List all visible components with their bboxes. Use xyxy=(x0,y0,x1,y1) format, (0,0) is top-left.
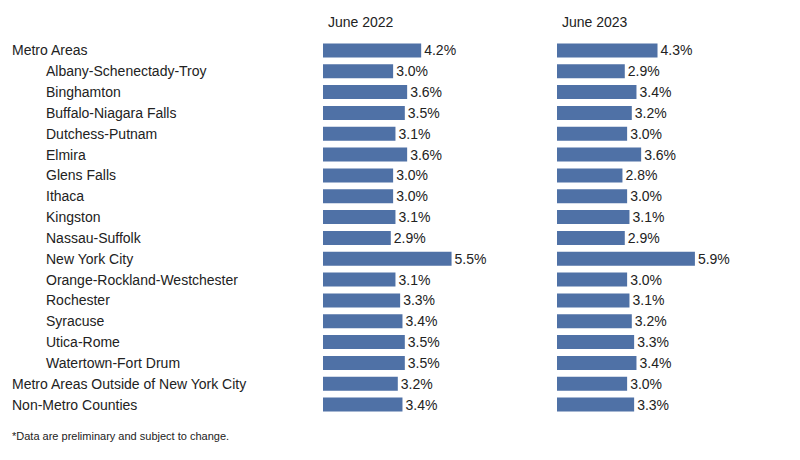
svg-text:2.9%: 2.9% xyxy=(628,230,660,246)
svg-text:3.5%: 3.5% xyxy=(408,105,440,121)
svg-text:3.1%: 3.1% xyxy=(398,209,430,225)
svg-text:3.6%: 3.6% xyxy=(410,147,442,163)
svg-text:3.4%: 3.4% xyxy=(405,313,437,329)
svg-text:June 2023: June 2023 xyxy=(562,14,628,30)
svg-text:2.8%: 2.8% xyxy=(625,167,657,183)
svg-text:Utica-Rome: Utica-Rome xyxy=(46,334,120,350)
svg-text:3.2%: 3.2% xyxy=(635,313,667,329)
svg-text:Rochester: Rochester xyxy=(46,292,110,308)
svg-text:3.3%: 3.3% xyxy=(637,397,669,413)
svg-text:2.9%: 2.9% xyxy=(394,230,426,246)
svg-text:Buffalo-Niagara Falls: Buffalo-Niagara Falls xyxy=(46,105,176,121)
svg-text:Non-Metro Counties: Non-Metro Counties xyxy=(12,397,137,413)
svg-text:3.4%: 3.4% xyxy=(405,397,437,413)
svg-text:3.3%: 3.3% xyxy=(403,292,435,308)
svg-text:2.9%: 2.9% xyxy=(628,63,660,79)
svg-text:Elmira: Elmira xyxy=(46,147,86,163)
svg-text:3.3%: 3.3% xyxy=(637,334,669,350)
svg-text:Metro Areas: Metro Areas xyxy=(12,42,87,58)
svg-text:3.2%: 3.2% xyxy=(401,376,433,392)
svg-text:3.4%: 3.4% xyxy=(639,84,671,100)
svg-text:3.0%: 3.0% xyxy=(630,126,662,142)
svg-text:3.0%: 3.0% xyxy=(630,188,662,204)
svg-text:5.5%: 5.5% xyxy=(455,251,487,267)
svg-text:Syracuse: Syracuse xyxy=(46,313,105,329)
svg-text:3.6%: 3.6% xyxy=(410,84,442,100)
svg-text:Metro Areas Outside of New Yor: Metro Areas Outside of New York City xyxy=(12,376,246,392)
svg-text:4.2%: 4.2% xyxy=(424,42,456,58)
svg-text:3.6%: 3.6% xyxy=(644,147,676,163)
svg-text:June 2022: June 2022 xyxy=(328,14,394,30)
svg-text:3.1%: 3.1% xyxy=(632,292,664,308)
svg-text:3.0%: 3.0% xyxy=(396,63,428,79)
svg-text:3.1%: 3.1% xyxy=(398,126,430,142)
svg-text:3.0%: 3.0% xyxy=(630,376,662,392)
svg-text:Binghamton: Binghamton xyxy=(46,84,121,100)
svg-text:3.2%: 3.2% xyxy=(635,105,667,121)
svg-text:Watertown-Fort Drum: Watertown-Fort Drum xyxy=(46,355,180,371)
svg-text:5.9%: 5.9% xyxy=(698,251,730,267)
svg-text:Glens Falls: Glens Falls xyxy=(46,167,116,183)
svg-text:3.5%: 3.5% xyxy=(408,334,440,350)
svg-text:3.1%: 3.1% xyxy=(632,209,664,225)
svg-text:3.0%: 3.0% xyxy=(396,188,428,204)
svg-text:Ithaca: Ithaca xyxy=(46,188,84,204)
svg-text:3.0%: 3.0% xyxy=(630,272,662,288)
svg-text:4.3%: 4.3% xyxy=(661,42,693,58)
svg-text:Kingston: Kingston xyxy=(46,209,100,225)
svg-text:New York City: New York City xyxy=(46,251,133,267)
svg-text:3.5%: 3.5% xyxy=(408,355,440,371)
svg-text:3.4%: 3.4% xyxy=(639,355,671,371)
svg-text:Albany-Schenectady-Troy: Albany-Schenectady-Troy xyxy=(46,63,207,79)
svg-text:Nassau-Suffolk: Nassau-Suffolk xyxy=(46,230,142,246)
svg-text:*Data are preliminary and subj: *Data are preliminary and subject to cha… xyxy=(12,430,229,442)
svg-text:Orange-Rockland-Westchester: Orange-Rockland-Westchester xyxy=(46,272,238,288)
svg-text:Dutchess-Putnam: Dutchess-Putnam xyxy=(46,126,157,142)
svg-text:3.1%: 3.1% xyxy=(398,272,430,288)
svg-text:3.0%: 3.0% xyxy=(396,167,428,183)
